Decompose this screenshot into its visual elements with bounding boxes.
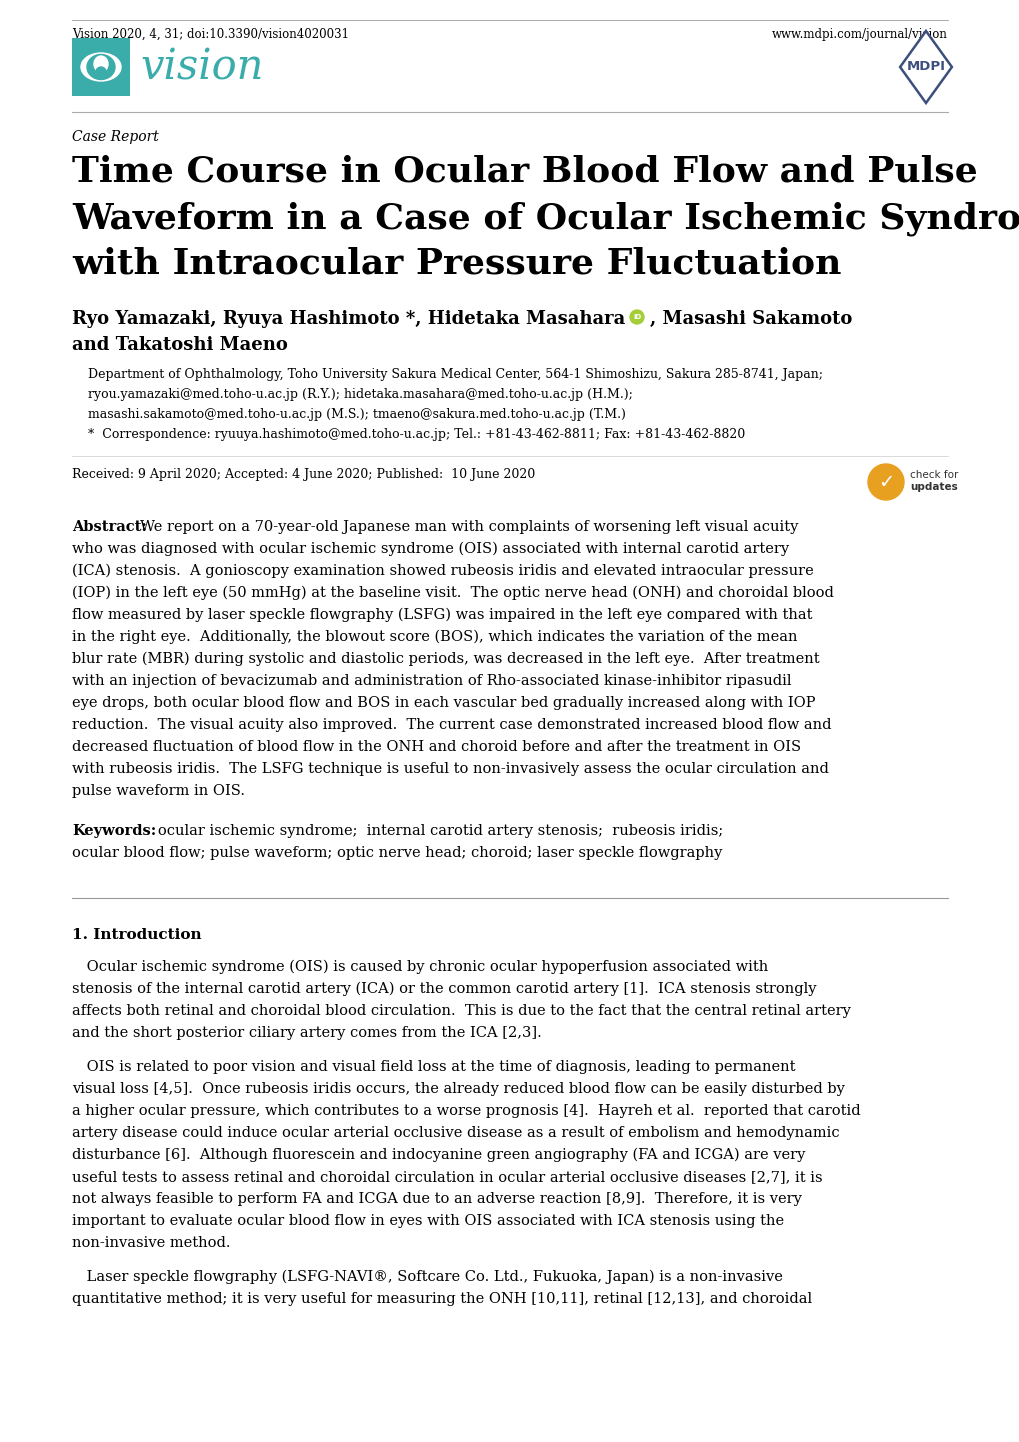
- Text: pulse waveform in OIS.: pulse waveform in OIS.: [72, 784, 245, 797]
- Text: OIS is related to poor vision and visual field loss at the time of diagnosis, le: OIS is related to poor vision and visual…: [72, 1060, 795, 1074]
- Text: Department of Ophthalmology, Toho University Sakura Medical Center, 564-1 Shimos: Department of Ophthalmology, Toho Univer…: [88, 368, 822, 381]
- Text: and the short posterior ciliary artery comes from the ICA [2,3].: and the short posterior ciliary artery c…: [72, 1027, 541, 1040]
- Text: ocular blood flow; pulse waveform; optic nerve head; choroid; laser speckle flow: ocular blood flow; pulse waveform; optic…: [72, 846, 721, 859]
- Text: *  Correspondence: ryuuya.hashimoto@med.toho-u.ac.jp; Tel.: +81-43-462-8811; Fax: * Correspondence: ryuuya.hashimoto@med.t…: [88, 428, 745, 441]
- Text: updates: updates: [909, 482, 957, 492]
- Ellipse shape: [81, 53, 121, 81]
- Text: quantitative method; it is very useful for measuring the ONH [10,11], retinal [1: quantitative method; it is very useful f…: [72, 1292, 811, 1306]
- Text: Received: 9 April 2020; Accepted: 4 June 2020; Published:  10 June 2020: Received: 9 April 2020; Accepted: 4 June…: [72, 469, 535, 482]
- Text: artery disease could induce ocular arterial occlusive disease as a result of emb: artery disease could induce ocular arter…: [72, 1126, 839, 1141]
- Polygon shape: [899, 30, 951, 102]
- Circle shape: [630, 310, 643, 324]
- Text: We report on a 70-year-old Japanese man with complaints of worsening left visual: We report on a 70-year-old Japanese man …: [140, 521, 798, 534]
- Text: affects both retinal and choroidal blood circulation.  This is due to the fact t: affects both retinal and choroidal blood…: [72, 1004, 850, 1018]
- Text: Vision 2020, 4, 31; doi:10.3390/vision4020031: Vision 2020, 4, 31; doi:10.3390/vision40…: [72, 27, 348, 40]
- Text: 1. Introduction: 1. Introduction: [72, 929, 202, 942]
- Text: Ryo Yamazaki, Ryuya Hashimoto *, Hidetaka Masahara: Ryo Yamazaki, Ryuya Hashimoto *, Hidetak…: [72, 310, 625, 327]
- Text: eye drops, both ocular blood flow and BOS in each vascular bed gradually increas: eye drops, both ocular blood flow and BO…: [72, 696, 815, 709]
- Text: blur rate (MBR) during systolic and diastolic periods, was decreased in the left: blur rate (MBR) during systolic and dias…: [72, 652, 819, 666]
- Text: useful tests to assess retinal and choroidal circulation in ocular arterial occl: useful tests to assess retinal and choro…: [72, 1169, 821, 1184]
- Text: Keywords:: Keywords:: [72, 823, 156, 838]
- Text: www.mdpi.com/journal/vision: www.mdpi.com/journal/vision: [771, 27, 947, 40]
- Text: reduction.  The visual acuity also improved.  The current case demonstrated incr: reduction. The visual acuity also improv…: [72, 718, 830, 733]
- Text: in the right eye.  Additionally, the blowout score (BOS), which indicates the va: in the right eye. Additionally, the blow…: [72, 630, 797, 645]
- Text: ✓: ✓: [877, 473, 894, 492]
- Text: vision: vision: [140, 46, 263, 88]
- Text: visual loss [4,5].  Once rubeosis iridis occurs, the already reduced blood flow : visual loss [4,5]. Once rubeosis iridis …: [72, 1082, 844, 1096]
- Text: decreased fluctuation of blood flow in the ONH and choroid before and after the : decreased fluctuation of blood flow in t…: [72, 740, 800, 754]
- Text: (IOP) in the left eye (50 mmHg) at the baseline visit.  The optic nerve head (ON: (IOP) in the left eye (50 mmHg) at the b…: [72, 585, 834, 600]
- Text: masashi.sakamoto@med.toho-u.ac.jp (M.S.); tmaeno@sakura.med.toho-u.ac.jp (T.M.): masashi.sakamoto@med.toho-u.ac.jp (M.S.)…: [88, 408, 626, 421]
- Text: with an injection of bevacizumab and administration of Rho-associated kinase-inh: with an injection of bevacizumab and adm…: [72, 673, 791, 688]
- Text: ryou.yamazaki@med.toho-u.ac.jp (R.Y.); hidetaka.masahara@med.toho-u.ac.jp (H.M.): ryou.yamazaki@med.toho-u.ac.jp (R.Y.); h…: [88, 388, 632, 401]
- Text: important to evaluate ocular blood flow in eyes with OIS associated with ICA ste: important to evaluate ocular blood flow …: [72, 1214, 784, 1229]
- Ellipse shape: [87, 55, 115, 79]
- Text: MDPI: MDPI: [906, 61, 945, 74]
- Text: disturbance [6].  Although fluorescein and indocyanine green angiography (FA and: disturbance [6]. Although fluorescein an…: [72, 1148, 805, 1162]
- Text: Laser speckle flowgraphy (LSFG-NAVI®, Softcare Co. Ltd., Fukuoka, Japan) is a no: Laser speckle flowgraphy (LSFG-NAVI®, So…: [72, 1270, 783, 1285]
- Text: ocular ischemic syndrome;  internal carotid artery stenosis;  rubeosis iridis;: ocular ischemic syndrome; internal carot…: [144, 823, 722, 838]
- Circle shape: [867, 464, 903, 500]
- Ellipse shape: [94, 56, 108, 72]
- Text: iD: iD: [632, 314, 641, 320]
- Text: non-invasive method.: non-invasive method.: [72, 1236, 230, 1250]
- Text: (ICA) stenosis.  A gonioscopy examination showed rubeosis iridis and elevated in: (ICA) stenosis. A gonioscopy examination…: [72, 564, 813, 578]
- Text: Waveform in a Case of Ocular Ischemic Syndrome: Waveform in a Case of Ocular Ischemic Sy…: [72, 200, 1019, 235]
- Text: Abstract:: Abstract:: [72, 521, 147, 534]
- Text: Time Course in Ocular Blood Flow and Pulse: Time Course in Ocular Blood Flow and Pul…: [72, 154, 977, 189]
- Text: who was diagnosed with ocular ischemic syndrome (OIS) associated with internal c: who was diagnosed with ocular ischemic s…: [72, 542, 789, 557]
- Text: check for: check for: [909, 470, 958, 480]
- Text: , Masashi Sakamoto: , Masashi Sakamoto: [649, 310, 852, 327]
- Text: not always feasible to perform FA and ICGA due to an adverse reaction [8,9].  Th: not always feasible to perform FA and IC…: [72, 1193, 801, 1206]
- Ellipse shape: [96, 66, 106, 76]
- Text: a higher ocular pressure, which contributes to a worse prognosis [4].  Hayreh et: a higher ocular pressure, which contribu…: [72, 1105, 860, 1118]
- Text: Ocular ischemic syndrome (OIS) is caused by chronic ocular hypoperfusion associa: Ocular ischemic syndrome (OIS) is caused…: [72, 960, 767, 975]
- Text: with Intraocular Pressure Fluctuation: with Intraocular Pressure Fluctuation: [72, 247, 841, 281]
- Text: flow measured by laser speckle flowgraphy (LSFG) was impaired in the left eye co: flow measured by laser speckle flowgraph…: [72, 609, 812, 623]
- Text: stenosis of the internal carotid artery (ICA) or the common carotid artery [1]. : stenosis of the internal carotid artery …: [72, 982, 815, 996]
- Text: Case Report: Case Report: [72, 130, 159, 144]
- Text: and Takatoshi Maeno: and Takatoshi Maeno: [72, 336, 287, 353]
- FancyBboxPatch shape: [72, 37, 129, 97]
- Text: with rubeosis iridis.  The LSFG technique is useful to non-invasively assess the: with rubeosis iridis. The LSFG technique…: [72, 761, 828, 776]
